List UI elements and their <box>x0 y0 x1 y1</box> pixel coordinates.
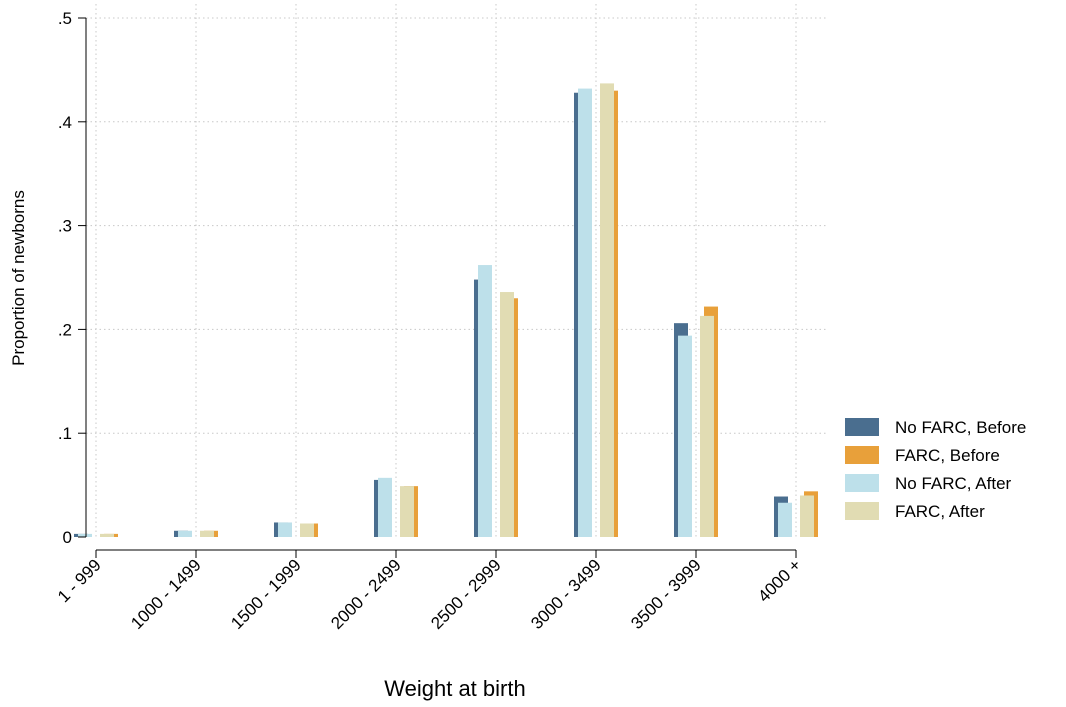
x-axis-title: Weight at birth <box>384 676 525 701</box>
y-tick-label: .1 <box>58 424 72 443</box>
legend: No FARC, Before FARC, Before No FARC, Afte… <box>845 418 1026 521</box>
x-tick-label: 2500 - 2999 <box>427 555 505 633</box>
bar-farc-after <box>100 533 114 537</box>
bar-no-farc-after <box>278 522 292 537</box>
legend-label: FARC, After <box>895 502 985 521</box>
bar-farc-after <box>800 495 814 537</box>
x-tick-label: 3000 - 3499 <box>527 555 605 633</box>
legend-swatch <box>845 418 879 436</box>
bars <box>74 83 818 538</box>
bar-no-farc-after <box>678 335 692 537</box>
y-tick-label: .3 <box>58 217 72 236</box>
bar-farc-after <box>200 530 214 537</box>
bar-no-farc-after <box>478 265 492 537</box>
bar-no-farc-after <box>178 530 192 537</box>
x-tick-label: 1500 - 1999 <box>227 555 305 633</box>
y-tick-label: .4 <box>58 113 72 132</box>
bar-no-farc-after <box>778 502 792 537</box>
y-ticks: 0 .1 .2 .3 .4 .5 <box>58 9 86 547</box>
bar-farc-after <box>300 523 314 537</box>
legend-swatch <box>845 446 879 464</box>
bar-no-farc-after <box>378 477 392 537</box>
bar-farc-after <box>600 83 614 538</box>
legend-label: FARC, Before <box>895 446 1000 465</box>
x-tick-label: 1 - 999 <box>54 555 105 606</box>
legend-swatch <box>845 502 879 520</box>
x-tick-label: 3500 - 3999 <box>627 555 705 633</box>
legend-label: No FARC, Before <box>895 418 1026 437</box>
bar-no-farc-after <box>78 533 92 537</box>
bar-farc-after <box>700 315 714 537</box>
bar-farc-after <box>500 292 514 537</box>
legend-swatch <box>845 474 879 492</box>
x-ticks: 1 - 999 1000 - 1499 1500 - 1999 2000 - 2499… <box>54 550 805 633</box>
y-tick-label: .2 <box>58 320 72 339</box>
y-axis-title: Proportion of newborns <box>9 190 28 366</box>
bar-farc-after <box>400 486 414 537</box>
bar-no-farc-after <box>578 88 592 538</box>
axes <box>85 18 796 551</box>
x-tick-label: 4000 + <box>754 555 805 606</box>
y-tick-label: 0 <box>63 528 72 547</box>
x-tick-label: 2000 - 2499 <box>327 555 405 633</box>
legend-label: No FARC, After <box>895 474 1012 493</box>
y-tick-label: .5 <box>58 9 72 28</box>
x-tick-label: 1000 - 1499 <box>127 555 205 633</box>
